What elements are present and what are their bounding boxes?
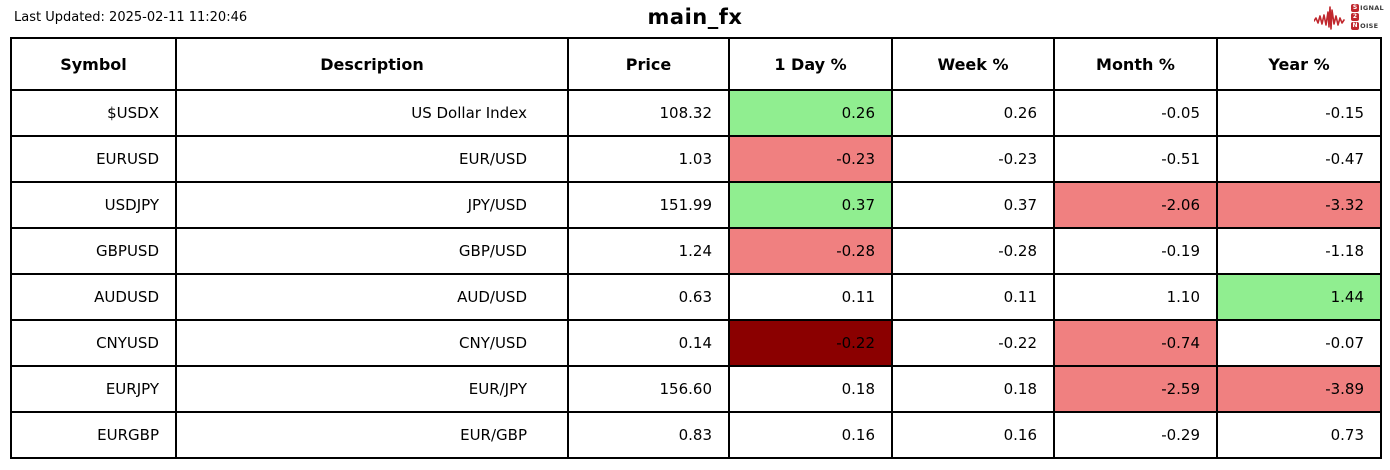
logo-line-two: 2 [1351,12,1384,21]
table-cell: 0.26 [728,89,893,137]
table-cell: 0.37 [891,181,1055,229]
table-cell: -1.18 [1216,227,1382,275]
column-header-month-: Month % [1053,37,1218,91]
table-row: AUDUSD AUD/USD 0.63 0.11 0.11 1.10 1.44 [10,273,1382,321]
table-cell: -3.32 [1216,181,1382,229]
table-cell: -0.19 [1053,227,1218,275]
table-cell: 0.16 [891,411,1055,459]
column-header-1-day-: 1 Day % [728,37,893,91]
table-cell: USDJPY [10,181,177,229]
table-cell: -0.28 [891,227,1055,275]
table-row: CNYUSD CNY/USD 0.14 -0.22 -0.22 -0.74 -0.07 [10,319,1382,367]
table-cell: EURUSD [10,135,177,183]
table-cell: 0.18 [891,365,1055,413]
table-cell: -3.89 [1216,365,1382,413]
table-cell: -0.05 [1053,89,1218,137]
table-cell: 0.37 [728,181,893,229]
table-cell: 0.18 [728,365,893,413]
table-cell: CNY/USD [175,319,569,367]
logo-noise-rest: OISE [1360,21,1379,30]
table-cell: 0.11 [891,273,1055,321]
table-cell: -0.22 [891,319,1055,367]
table-cell: EURJPY [10,365,177,413]
table-cell: -0.51 [1053,135,1218,183]
table-row: EURJPY EUR/JPY 156.60 0.18 0.18 -2.59 -3.89 [10,365,1382,413]
table-cell: -2.59 [1053,365,1218,413]
table-cell: 0.14 [567,319,730,367]
table-cell: 0.11 [728,273,893,321]
table-cell: 0.83 [567,411,730,459]
table-cell: CNYUSD [10,319,177,367]
page-title: main_fx [647,5,743,29]
table-cell: $USDX [10,89,177,137]
table-cell: -0.74 [1053,319,1218,367]
table-cell: 1.10 [1053,273,1218,321]
table-cell: EURGBP [10,411,177,459]
table-cell: EUR/GBP [175,411,569,459]
table-cell: EUR/JPY [175,365,569,413]
fx-table: Symbol Description Price 1 Day % Week % Month… [10,37,1382,459]
waveform-icon [1314,4,1350,30]
logo-line-signal: S IGNAL [1351,3,1384,12]
table-cell: 0.73 [1216,411,1382,459]
table-cell: JPY/USD [175,181,569,229]
logo-letter-s: S [1351,3,1360,12]
column-header-price: Price [567,37,730,91]
table-cell: 1.24 [567,227,730,275]
signal2noise-logo: S IGNAL 2 N OISE [1314,3,1384,30]
table-cell: US Dollar Index [175,89,569,137]
column-header-description: Description [175,37,569,91]
table-row: $USDX US Dollar Index 108.32 0.26 0.26 -0.05-… [10,89,1382,137]
table-cell: -0.23 [891,135,1055,183]
table-cell: AUDUSD [10,273,177,321]
table-row: EURUSD EUR/USD 1.03 -0.23 -0.23 -0.51 -0.47 [10,135,1382,183]
table-row: GBPUSD GBP/USD 1.24 -0.28 -0.28 -0.19 -1.18 [10,227,1382,275]
table-cell: EUR/USD [175,135,569,183]
table-cell: -0.47 [1216,135,1382,183]
table-cell: GBP/USD [175,227,569,275]
table-row: USDJPY JPY/USD 151.99 0.37 0.37 -2.06 -3.32 [10,181,1382,229]
logo-text: S IGNAL 2 N OISE [1351,3,1384,30]
table-row: EURGBP EUR/GBP 0.83 0.16 0.16 -0.29 0.73 [10,411,1382,459]
table-cell: -0.29 [1053,411,1218,459]
table-cell: 0.26 [891,89,1055,137]
table-cell: GBPUSD [10,227,177,275]
logo-signal-rest: IGNAL [1360,3,1384,12]
table-cell: 156.60 [567,365,730,413]
table-cell: -0.07 [1216,319,1382,367]
table-cell: 0.16 [728,411,893,459]
column-header-week-: Week % [891,37,1055,91]
last-updated-label: Last Updated: 2025-02-11 11:20:46 [14,10,248,25]
column-header-symbol: Symbol [10,37,177,91]
logo-digit-2: 2 [1351,12,1360,21]
table-cell: 1.03 [567,135,730,183]
column-header-year-: Year % [1216,37,1382,91]
logo-letter-n: N [1351,21,1360,30]
table-cell: 0.63 [567,273,730,321]
table-cell: 1.44 [1216,273,1382,321]
logo-line-noise: N OISE [1351,21,1384,30]
table-cell: 151.99 [567,181,730,229]
table-header-row: Symbol Description Price 1 Day % Week % Month… [10,37,1382,91]
table-cell: -2.06 [1053,181,1218,229]
table-cell: 108.32 [567,89,730,137]
table-cell: AUD/USD [175,273,569,321]
table-cell: -0.22 [728,319,893,367]
top-bar: Last Updated: 2025-02-11 11:20:46 main_f… [0,0,1390,37]
table-cell: -0.23 [728,135,893,183]
table-cell: -0.28 [728,227,893,275]
table-cell: -0.15 [1216,89,1382,137]
